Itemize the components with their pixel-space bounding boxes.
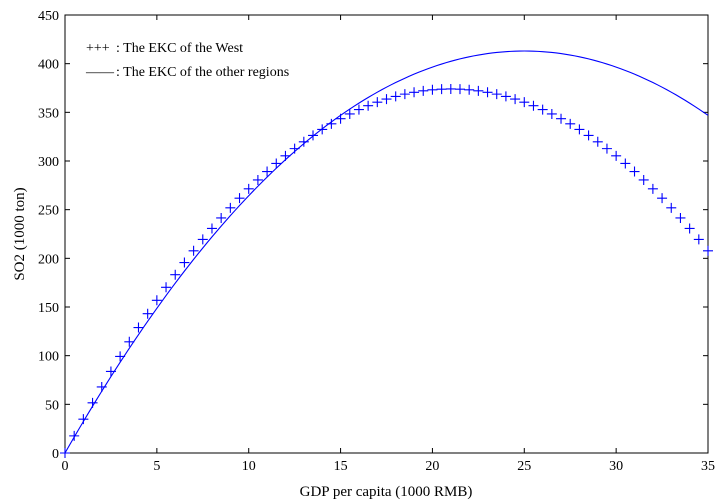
y-tick-label: 350 <box>38 106 59 121</box>
west-point-marker <box>124 336 135 347</box>
west-point-marker <box>473 85 484 96</box>
y-tick-label: 200 <box>38 252 59 267</box>
west-point-marker <box>482 87 493 98</box>
west-point-marker <box>445 83 456 94</box>
west-point-marker <box>234 193 245 204</box>
west-point-marker <box>344 108 355 119</box>
west-point-marker <box>620 158 631 169</box>
west-point-marker <box>546 108 557 119</box>
legend-label-west: : The EKC of the West <box>116 41 243 56</box>
west-point-marker <box>372 97 383 108</box>
west-point-marker <box>69 430 80 441</box>
y-tick-label: 450 <box>38 9 59 24</box>
west-point-marker <box>601 143 612 154</box>
west-point-marker <box>418 85 429 96</box>
west-point-marker <box>353 104 364 115</box>
legend-marker-other: —— <box>85 65 115 80</box>
x-tick-label: 20 <box>425 459 439 474</box>
y-axis: 0 50 100 150 200 250 300 350 400 450 <box>38 9 708 462</box>
west-point-marker <box>657 193 668 204</box>
west-point-marker <box>684 223 695 234</box>
west-point-marker <box>252 174 263 185</box>
west-point-marker <box>298 136 309 147</box>
west-point-marker <box>528 100 539 111</box>
west-point-marker <box>179 257 190 268</box>
west-point-marker <box>464 84 475 95</box>
west-point-marker <box>225 202 236 213</box>
x-tick-label: 25 <box>517 459 531 474</box>
west-point-marker <box>556 113 567 124</box>
legend: +++ : The EKC of the West —— : The EKC o… <box>85 41 289 80</box>
west-point-marker <box>565 118 576 129</box>
x-tick-label: 10 <box>242 459 256 474</box>
west-point-marker <box>133 322 144 333</box>
west-point-marker <box>271 158 282 169</box>
west-point-marker <box>243 183 254 194</box>
x-tick-label: 30 <box>609 459 623 474</box>
west-point-marker <box>611 150 622 161</box>
y-tick-label: 300 <box>38 155 59 170</box>
west-point-marker <box>500 91 511 102</box>
west-point-marker <box>363 100 374 111</box>
west-point-marker <box>454 84 465 95</box>
west-point-marker <box>161 282 172 293</box>
y-tick-label: 0 <box>52 447 59 462</box>
west-point-marker <box>510 94 521 105</box>
west-point-marker <box>592 136 603 147</box>
west-point-marker <box>574 124 585 135</box>
y-tick-label: 100 <box>38 350 59 365</box>
west-point-marker <box>519 97 530 108</box>
west-point-marker <box>399 89 410 100</box>
west-point-marker <box>188 245 199 256</box>
series-line-other-regions <box>64 50 709 454</box>
y-tick-label: 50 <box>45 398 59 413</box>
west-point-marker <box>491 89 502 100</box>
x-tick-label: 5 <box>153 459 160 474</box>
west-point-marker <box>390 91 401 102</box>
west-point-marker <box>436 84 447 95</box>
west-point-marker <box>142 308 153 319</box>
y-axis-label: SO2 (1000 ton) <box>12 187 28 280</box>
west-point-marker <box>583 130 594 141</box>
west-point-marker <box>197 234 208 245</box>
legend-marker-west: +++ <box>86 41 110 56</box>
x-axis-label: GDP per capita (1000 RMB) <box>300 484 473 500</box>
legend-label-other: : The EKC of the other regions <box>116 65 289 80</box>
west-point-marker <box>170 269 181 280</box>
y-tick-label: 250 <box>38 204 59 219</box>
west-point-marker <box>409 87 420 98</box>
west-point-marker <box>262 166 273 177</box>
x-tick-label: 35 <box>701 459 715 474</box>
west-point-marker <box>638 174 649 185</box>
west-point-marker <box>666 202 677 213</box>
west-point-marker <box>427 84 438 95</box>
west-point-marker <box>381 94 392 105</box>
y-tick-label: 400 <box>38 58 59 73</box>
x-tick-label: 0 <box>62 459 69 474</box>
plot-area <box>64 14 709 454</box>
x-axis: 0 5 10 15 20 25 30 35 <box>62 15 715 474</box>
west-point-marker <box>629 166 640 177</box>
west-point-marker <box>206 223 217 234</box>
series-layer <box>60 50 713 458</box>
y-tick-label: 150 <box>38 301 59 316</box>
west-point-marker <box>151 295 162 306</box>
west-point-marker <box>693 234 704 245</box>
west-point-marker <box>537 104 548 115</box>
west-point-marker <box>703 245 713 256</box>
west-point-marker <box>647 183 658 194</box>
west-point-marker <box>675 212 686 223</box>
west-point-marker <box>216 212 227 223</box>
x-tick-label: 15 <box>334 459 348 474</box>
